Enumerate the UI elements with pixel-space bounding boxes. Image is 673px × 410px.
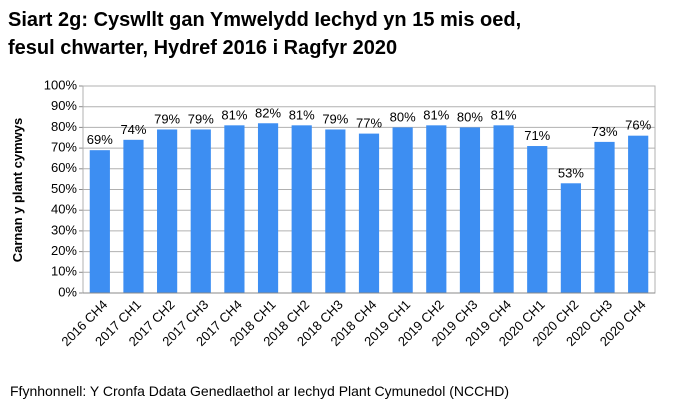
bar	[392, 127, 413, 294]
y-tick-label: 80%	[51, 119, 77, 134]
y-tick-label: 40%	[51, 202, 77, 217]
value-label: 53%	[558, 165, 584, 180]
y-tick-label: 30%	[51, 222, 77, 237]
bar	[628, 135, 649, 293]
bar	[190, 129, 211, 293]
bar	[325, 129, 346, 293]
value-label: 81%	[289, 107, 315, 122]
bar	[291, 125, 312, 293]
value-label: 80%	[457, 109, 483, 124]
y-tick-label: 10%	[51, 264, 77, 279]
y-tick-label: 0%	[58, 284, 77, 299]
value-label: 81%	[221, 107, 247, 122]
bar	[358, 133, 380, 293]
bar	[560, 183, 581, 293]
bar	[157, 129, 178, 293]
value-label: 77%	[356, 116, 382, 131]
bar	[224, 125, 245, 293]
bar	[527, 146, 548, 293]
value-label: 73%	[592, 124, 618, 139]
chart-title-line: fesul chwarter, Hydref 2016 i Ragfyr 202…	[8, 37, 397, 59]
value-label: 79%	[322, 111, 348, 126]
bar	[426, 125, 447, 293]
value-label: 69%	[87, 132, 113, 147]
value-label: 76%	[625, 118, 651, 133]
y-tick-label: 60%	[51, 160, 77, 175]
bar	[123, 139, 144, 293]
value-label: 79%	[154, 111, 180, 126]
y-tick-label: 70%	[51, 140, 77, 155]
y-tick-label: 90%	[51, 98, 77, 113]
bar	[257, 123, 279, 293]
value-label: 74%	[120, 122, 146, 137]
y-axis-title: Carnan y plant cymwys	[10, 118, 25, 263]
value-label: 81%	[423, 107, 449, 122]
bar	[594, 141, 615, 293]
y-tick-label: 20%	[51, 243, 77, 258]
value-label: 81%	[491, 107, 517, 122]
source-note: Ffynhonnell: Y Cronfa Ddata Genedlaethol…	[10, 383, 509, 399]
y-tick-label: 50%	[51, 181, 77, 196]
value-label: 79%	[188, 111, 214, 126]
value-label: 80%	[390, 109, 416, 124]
bar	[89, 150, 110, 293]
chart-title-line: Siart 2g: Cyswllt gan Ymwelydd Iechyd yn…	[8, 9, 521, 31]
value-label: 71%	[524, 128, 550, 143]
value-label: 82%	[255, 105, 281, 120]
bar	[459, 127, 481, 294]
bar	[493, 125, 514, 293]
y-tick-label: 100%	[44, 77, 78, 92]
